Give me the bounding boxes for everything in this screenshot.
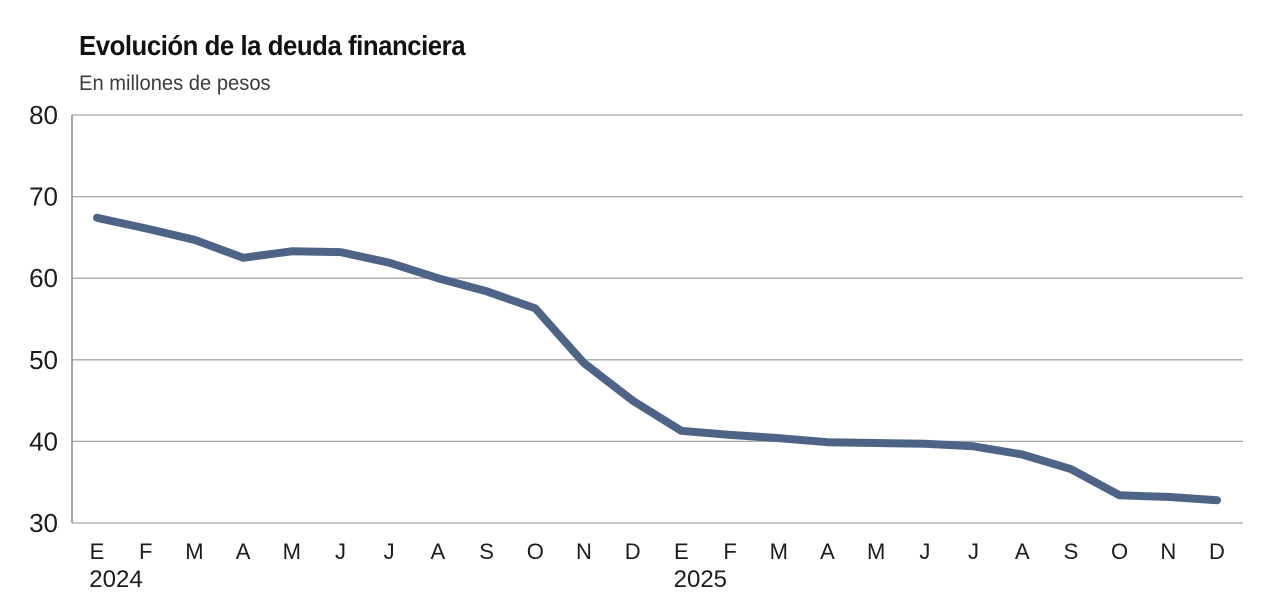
year-label: 2025 <box>674 566 727 593</box>
chart-title: Evolución de la deuda financiera <box>79 30 466 61</box>
year-label: 2024 <box>89 566 142 593</box>
y-tick-label: 30 <box>29 508 58 538</box>
x-tick-label: A <box>431 539 446 564</box>
x-tick-label: S <box>479 539 494 564</box>
x-tick-label: J <box>384 539 395 564</box>
x-tick-label: J <box>919 539 930 564</box>
x-tick-label: M <box>867 539 885 564</box>
x-tick-label: M <box>770 539 788 564</box>
x-tick-label: O <box>1111 539 1128 564</box>
y-tick-label: 80 <box>29 100 58 130</box>
x-tick-label: A <box>1015 539 1030 564</box>
x-tick-label: A <box>236 539 251 564</box>
x-tick-label: E <box>674 539 689 564</box>
x-tick-label: M <box>283 539 301 564</box>
x-tick-label: F <box>139 539 152 564</box>
x-tick-label: F <box>723 539 736 564</box>
x-tick-label: O <box>527 539 544 564</box>
x-tick-label: D <box>1209 539 1225 564</box>
x-tick-label: N <box>1160 539 1176 564</box>
debt-series-line <box>93 213 1221 505</box>
x-tick-label: J <box>335 539 346 564</box>
x-tick-label: E <box>90 539 105 564</box>
x-tick-label: D <box>625 539 641 564</box>
x-tick-label: A <box>820 539 835 564</box>
y-tick-label: 60 <box>29 263 58 293</box>
y-tick-label: 40 <box>29 426 58 456</box>
y-tick-label: 70 <box>29 182 58 212</box>
chart-subtitle: En millones de pesos <box>79 72 271 95</box>
x-tick-label: J <box>968 539 979 564</box>
x-tick-label: S <box>1064 539 1079 564</box>
x-tick-label: M <box>185 539 203 564</box>
y-tick-label: 50 <box>29 345 58 375</box>
x-tick-label: N <box>576 539 592 564</box>
